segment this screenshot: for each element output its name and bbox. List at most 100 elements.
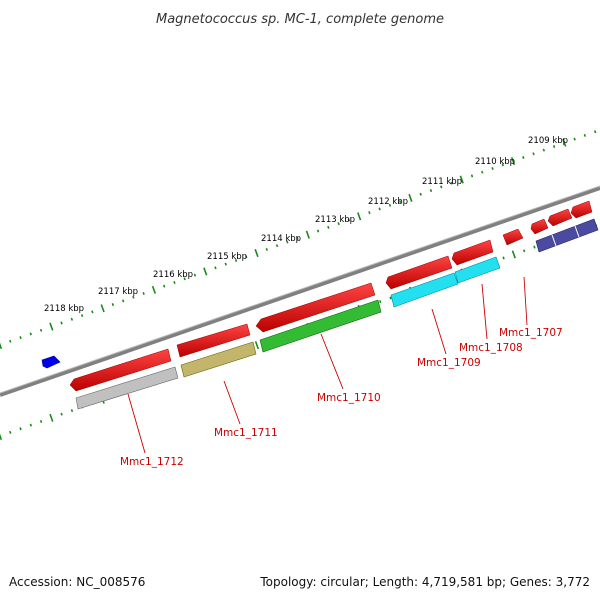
minor-tick xyxy=(389,296,392,300)
major-tick xyxy=(254,249,259,258)
leader-line xyxy=(431,308,447,355)
major-tick xyxy=(49,322,54,331)
cds-arrow[interactable] xyxy=(502,228,524,246)
gene-track xyxy=(75,218,599,410)
minor-tick xyxy=(60,412,63,416)
minor-tick xyxy=(419,192,422,196)
minor-tick xyxy=(470,174,474,178)
minor-tick xyxy=(234,258,238,262)
minor-tick xyxy=(583,133,587,137)
gene-label-mmc1-1707[interactable]: Mmc1_1707 xyxy=(499,327,563,339)
major-tick xyxy=(0,433,3,441)
kbp-labels: 2118 kbp 2117 kbp 2116 kbp 2115 kbp 2114… xyxy=(44,136,568,314)
minor-tick xyxy=(573,137,576,141)
minor-tick xyxy=(193,273,197,277)
minor-tick xyxy=(173,281,176,284)
gene-box-mmc1-1710[interactable] xyxy=(259,299,382,353)
major-tick xyxy=(151,285,157,294)
minor-tick xyxy=(347,218,351,222)
cds-arrow[interactable] xyxy=(385,255,453,290)
gene-box-divider xyxy=(551,234,557,247)
minor-tick xyxy=(121,299,125,303)
leader-line xyxy=(127,393,146,454)
gene-label-mmc1-1711[interactable]: Mmc1_1711 xyxy=(214,427,278,439)
minor-tick xyxy=(29,332,32,336)
kbp-label: 2109 kbp xyxy=(528,136,568,146)
genome-summary-text: Topology: circular; Length: 4,719,581 bp… xyxy=(259,575,590,589)
minor-tick xyxy=(70,409,74,413)
major-tick xyxy=(511,250,516,259)
major-tick xyxy=(459,175,464,184)
minor-tick xyxy=(245,255,248,259)
minor-tick xyxy=(286,240,289,244)
accession-text: Accession: NC_008576 xyxy=(9,575,145,589)
kbp-label: 2116 kbp xyxy=(153,270,193,280)
minor-tick xyxy=(265,247,268,251)
kbp-label: 2111 kbp xyxy=(422,177,462,187)
minor-tick xyxy=(542,148,546,152)
genome-backbone xyxy=(0,186,600,397)
gene-box-mmc1-1709[interactable] xyxy=(390,272,459,308)
gene-box-divider xyxy=(574,225,580,238)
blue-feature[interactable] xyxy=(41,355,61,369)
major-tick xyxy=(0,342,3,350)
minor-tick xyxy=(296,236,299,240)
major-tick xyxy=(562,138,567,147)
cds-arrow[interactable] xyxy=(451,239,494,266)
major-tick xyxy=(357,212,362,221)
minor-tick xyxy=(522,249,526,253)
minor-tick xyxy=(368,211,371,215)
minor-tick xyxy=(532,152,535,156)
cds-arrow[interactable] xyxy=(530,218,549,235)
minor-tick xyxy=(533,245,536,249)
minor-tick xyxy=(440,185,443,189)
minor-tick xyxy=(39,328,43,332)
minor-tick xyxy=(388,203,392,207)
minor-tick xyxy=(70,317,74,321)
minor-tick xyxy=(491,167,494,170)
minor-tick xyxy=(502,256,505,260)
major-tick xyxy=(49,413,54,422)
minor-tick xyxy=(481,170,484,174)
minor-tick xyxy=(593,130,597,134)
kbp-label: 2117 kbp xyxy=(98,287,138,297)
gene-box-mmc1-1711[interactable] xyxy=(180,341,257,378)
minor-tick xyxy=(39,419,43,423)
gene-box-mmc1-1708[interactable] xyxy=(454,256,501,284)
minor-tick xyxy=(19,427,22,431)
cds-track xyxy=(69,200,593,392)
cds-arrow[interactable] xyxy=(176,323,251,358)
minor-tick xyxy=(316,229,320,233)
leader-line xyxy=(523,276,528,326)
gene-box-mmc1-1712[interactable] xyxy=(75,366,179,410)
cds-arrow[interactable] xyxy=(255,282,376,333)
minor-tick xyxy=(60,321,63,325)
cds-arrow[interactable] xyxy=(547,208,573,227)
kbp-label: 2110 kbp xyxy=(475,157,515,167)
major-tick xyxy=(510,157,516,166)
minor-tick xyxy=(501,163,504,167)
cds-arrow[interactable] xyxy=(570,200,593,219)
minor-tick xyxy=(29,423,33,427)
leader-line xyxy=(481,283,488,340)
gene-label-mmc1-1712[interactable]: Mmc1_1712 xyxy=(120,456,184,468)
gene-label-mmc1-1709[interactable]: Mmc1_1709 xyxy=(417,357,481,369)
minor-tick xyxy=(132,295,135,299)
leader-line xyxy=(223,380,241,425)
outer-tick-ring xyxy=(0,130,597,350)
major-tick xyxy=(408,193,413,202)
gene-label-mmc1-1708[interactable]: Mmc1_1708 xyxy=(459,342,523,354)
major-tick xyxy=(203,267,208,276)
cds-arrow[interactable] xyxy=(69,348,172,392)
minor-tick xyxy=(552,144,556,148)
leader-line xyxy=(320,333,344,390)
minor-tick xyxy=(111,303,115,307)
minor-tick xyxy=(91,310,94,314)
minor-tick xyxy=(379,300,382,304)
minor-tick xyxy=(327,225,330,229)
kbp-label: 2118 kbp xyxy=(44,304,84,314)
gene-label-mmc1-1710[interactable]: Mmc1_1710 xyxy=(317,392,381,404)
major-tick xyxy=(254,341,260,350)
minor-tick xyxy=(522,156,525,159)
